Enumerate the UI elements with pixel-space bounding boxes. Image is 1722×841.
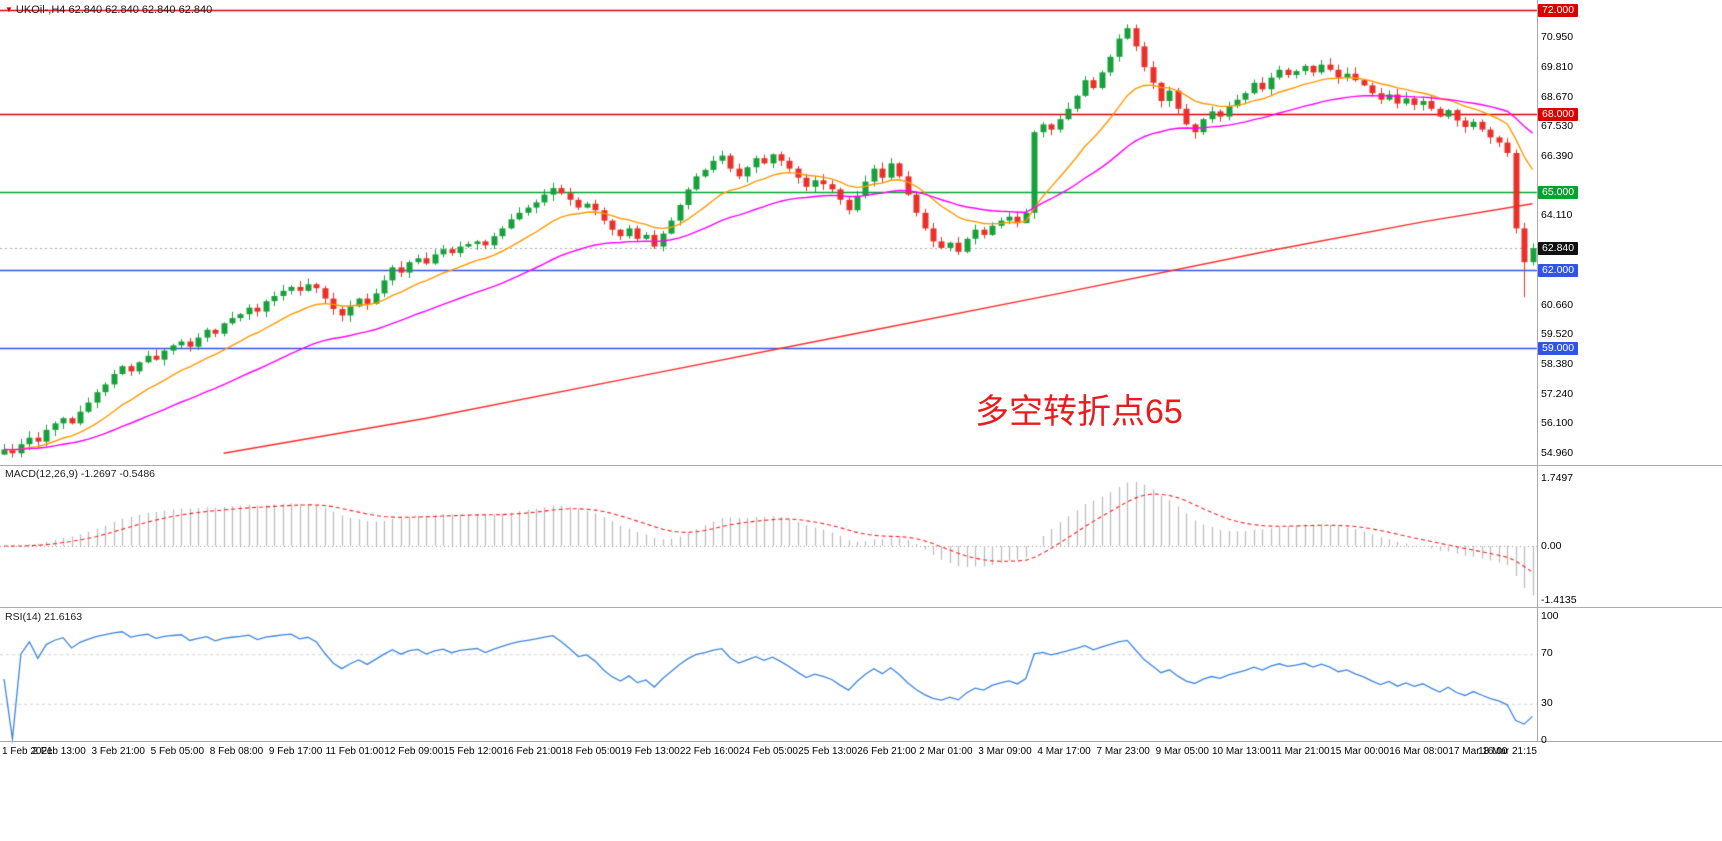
price-tick-label: 60.660 xyxy=(1541,298,1574,311)
time-axis-label: 19 Feb 13:00 xyxy=(620,746,680,757)
panel-separator xyxy=(0,465,1722,466)
time-axis-label: 9 Mar 05:00 xyxy=(1155,746,1209,757)
time-axis-label: 17 Mar 16:00 xyxy=(1448,746,1508,757)
price-tick-label: 69.810 xyxy=(1541,60,1574,73)
time-axis-label: 5 Feb 05:00 xyxy=(150,746,205,757)
rsi-axis-label: 0 xyxy=(1541,734,1547,746)
chart-annotation: 多空转折点65 xyxy=(975,393,1183,431)
price-tag-72.000: 72.000 xyxy=(1538,3,1579,17)
time-axis-label: 3 Mar 09:00 xyxy=(978,746,1032,757)
rsi-axis-label: 70 xyxy=(1541,647,1553,659)
symbol-header: ▼ UKOil-,H4 62.840 62.840 62.840 62.840 xyxy=(5,4,212,16)
candle-marker-icon: ▼ xyxy=(5,5,13,14)
time-axis-label: 7 Mar 23:00 xyxy=(1096,746,1150,757)
panel-separator xyxy=(0,607,1722,608)
time-axis-label: 1 Feb 2021 xyxy=(2,746,53,757)
price-axis-separator xyxy=(1537,0,1538,741)
time-axis-label: 15 Mar 00:00 xyxy=(1330,746,1390,757)
macd-indicator-label: MACD(12,26,9) -1.2697 -0.5486 xyxy=(5,468,155,480)
rsi-indicator-label: RSI(14) 21.6163 xyxy=(5,611,83,623)
time-axis-label: 4 Mar 17:00 xyxy=(1037,746,1091,757)
price-tag-68.000: 68.000 xyxy=(1538,107,1579,121)
time-axis-label: 2 Mar 01:00 xyxy=(919,746,973,757)
panel-separator xyxy=(0,741,1722,742)
price-tag-62.840: 62.840 xyxy=(1538,241,1579,255)
time-axis-label: 16 Mar 08:00 xyxy=(1389,746,1449,757)
time-axis-label: 26 Feb 21:00 xyxy=(857,746,917,757)
time-axis-label: 11 Mar 21:00 xyxy=(1271,746,1330,757)
rsi-axis-label: 30 xyxy=(1541,697,1553,709)
time-axis-label: 16 Feb 21:00 xyxy=(502,746,562,757)
time-axis-label: 18 Feb 05:00 xyxy=(561,746,621,757)
time-axis-label: 25 Feb 13:00 xyxy=(798,746,858,757)
time-axis-label: 2 Feb 13:00 xyxy=(32,746,86,757)
price-tick-label: 54.960 xyxy=(1541,447,1574,460)
macd-axis-label: 1.7497 xyxy=(1541,472,1574,484)
price-tick-label: 68.670 xyxy=(1541,90,1574,103)
time-axis-label: 18 Mar 21:15 xyxy=(1478,746,1537,757)
price-tick-label: 66.390 xyxy=(1541,149,1574,162)
price-tag-59.000: 59.000 xyxy=(1538,341,1579,355)
time-axis-label: 22 Feb 16:00 xyxy=(679,746,739,757)
time-axis-label: 8 Feb 08:00 xyxy=(209,746,264,757)
price-tick-label: 57.240 xyxy=(1541,387,1574,400)
macd-axis-label: 0.00 xyxy=(1541,540,1562,552)
time-axis-label: 24 Feb 05:00 xyxy=(739,746,798,757)
macd-axis-label: -1.4135 xyxy=(1541,594,1577,606)
rsi-axis-label: 100 xyxy=(1541,610,1559,622)
time-axis-label: 10 Mar 13:00 xyxy=(1211,746,1271,757)
price-tick-label: 70.950 xyxy=(1541,31,1574,44)
symbol-ohlc-label: UKOil-,H4 62.840 62.840 62.840 62.840 xyxy=(15,4,213,16)
price-tag-65.000: 65.000 xyxy=(1538,185,1579,199)
time-axis-label: 11 Feb 01:00 xyxy=(325,746,384,757)
time-axis-label: 15 Feb 12:00 xyxy=(443,746,503,757)
price-tick-label: 58.380 xyxy=(1541,358,1574,371)
time-axis-label: 12 Feb 09:00 xyxy=(384,746,444,757)
price-tick-label: 59.520 xyxy=(1541,328,1574,341)
price-tick-label: 67.530 xyxy=(1541,120,1574,133)
time-axis-label: 9 Feb 17:00 xyxy=(268,746,323,757)
price-tag-62.000: 62.000 xyxy=(1538,263,1579,277)
price-tick-label: 56.100 xyxy=(1541,417,1574,430)
price-tick-label: 64.110 xyxy=(1541,209,1573,222)
time-axis-label: 3 Feb 21:00 xyxy=(91,746,145,757)
